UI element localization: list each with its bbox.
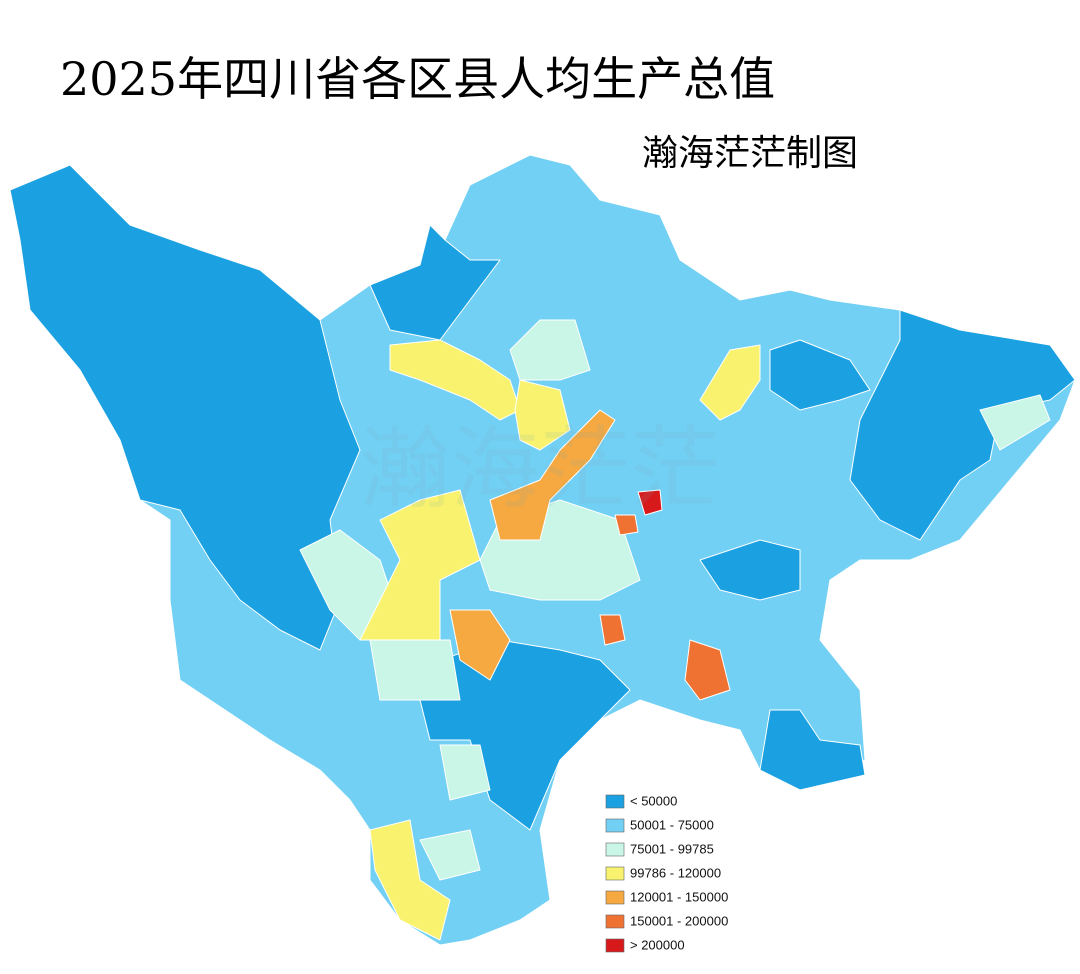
legend-label: 99786 - 120000 — [630, 865, 721, 880]
region — [419, 829, 481, 881]
legend-swatch — [605, 890, 625, 905]
legend-swatch — [605, 938, 625, 953]
region — [769, 339, 871, 411]
region — [439, 744, 491, 801]
region — [514, 379, 571, 451]
region — [419, 639, 631, 831]
legend-label: 50001 - 75000 — [630, 817, 714, 832]
region — [9, 164, 361, 651]
legend-swatch — [605, 842, 625, 857]
legend-label: 150001 - 200000 — [630, 913, 728, 928]
region — [599, 614, 626, 646]
map — [9, 154, 1076, 946]
legend-swatch — [605, 818, 625, 833]
region — [979, 394, 1051, 451]
region — [449, 609, 511, 681]
title: 2025年四川省各区县人均生产总值 — [60, 52, 775, 106]
legend-label: > 200000 — [630, 937, 685, 952]
region — [684, 639, 731, 701]
region — [359, 489, 481, 641]
region — [389, 339, 521, 421]
legend-label: 75001 - 99785 — [630, 841, 714, 856]
region — [699, 539, 801, 601]
legend-label: < 50000 — [630, 793, 677, 808]
region — [637, 489, 663, 516]
region — [369, 639, 461, 701]
region — [369, 819, 451, 941]
subtitle: 瀚海茫茫制图 — [642, 133, 858, 174]
region — [614, 514, 639, 536]
legend-label: 120001 - 150000 — [630, 889, 728, 904]
region — [489, 409, 616, 541]
legend: < 50000 50001 - 75000 75001 - 99785 99786 -… — [605, 793, 728, 953]
watermark: 瀚海茫茫 — [360, 417, 720, 522]
legend-swatch — [605, 866, 625, 881]
region — [699, 344, 761, 421]
region — [759, 709, 866, 791]
legend-swatch — [605, 794, 625, 809]
region — [849, 309, 1076, 541]
region — [369, 224, 501, 341]
legend-swatch — [605, 914, 625, 929]
